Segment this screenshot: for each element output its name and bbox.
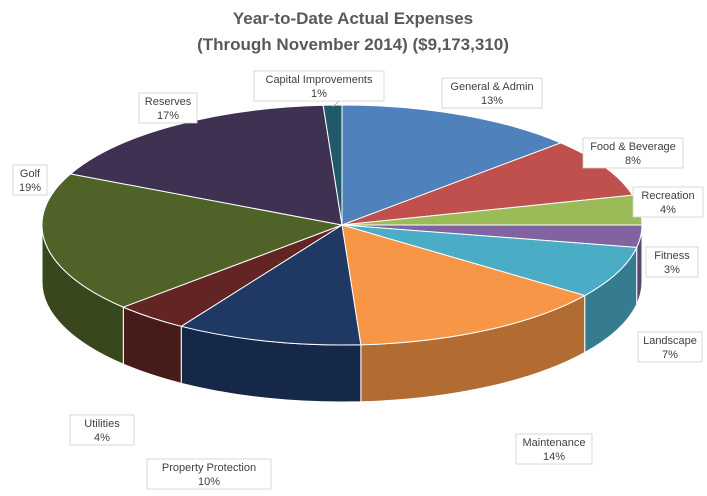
data-label-pct-general-and-admin: 13% xyxy=(481,95,503,107)
chart-subtitle: (Through November 2014) ($9,173,310) xyxy=(197,35,509,54)
data-label-pct-fitness: 3% xyxy=(664,264,680,276)
data-label-name-landscape: Landscape xyxy=(643,335,697,347)
data-label-box-food-and-beverage xyxy=(582,137,684,169)
leader-line-capital-improvements xyxy=(332,100,340,108)
pie-top-group xyxy=(41,104,643,346)
data-label-name-maintenance: Maintenance xyxy=(523,437,586,449)
data-label-pct-maintenance: 14% xyxy=(543,451,565,463)
data-label-name-golf: Golf xyxy=(20,168,41,180)
data-label-name-utilities: Utilities xyxy=(84,418,120,430)
data-label-box-landscape xyxy=(637,331,703,363)
data-label-name-recreation: Recreation xyxy=(641,190,694,202)
data-label-box-recreation xyxy=(632,186,704,218)
data-labels-group: General & Admin 13% Food & Beverage 8% Recre… xyxy=(12,70,704,490)
data-label-name-food-and-beverage: Food & Beverage xyxy=(590,141,676,153)
data-label-pct-reserves: 17% xyxy=(157,110,179,122)
chart-title: Year-to-Date Actual Expenses xyxy=(233,9,473,28)
data-label-box-golf xyxy=(12,164,48,196)
data-label-box-reserves xyxy=(138,92,198,124)
data-label-box-utilities xyxy=(69,414,135,446)
data-label-name-reserves: Reserves xyxy=(145,96,192,108)
data-label-box-maintenance xyxy=(515,433,593,465)
data-label-pct-property-protection: 10% xyxy=(198,476,220,488)
slice-general-and-admin xyxy=(341,104,563,226)
data-label-box-capital-improvements xyxy=(253,70,385,102)
leader-lines-group xyxy=(332,100,340,108)
data-label-pct-golf: 19% xyxy=(19,182,41,194)
slice-capital-improvements xyxy=(322,104,343,226)
data-label-name-property-protection: Property Protection xyxy=(162,462,256,474)
data-label-name-capital-improvements: Capital Improvements xyxy=(266,74,373,86)
data-label-pct-capital-improvements: 1% xyxy=(311,88,327,100)
data-label-box-general-and-admin xyxy=(441,77,543,109)
data-label-pct-landscape: 7% xyxy=(662,349,678,361)
data-label-pct-utilities: 4% xyxy=(94,432,110,444)
data-label-box-property-protection xyxy=(146,458,272,490)
slice-maintenance xyxy=(341,224,587,346)
data-label-pct-recreation: 4% xyxy=(660,204,676,216)
data-label-box-fitness xyxy=(645,246,699,278)
slice-golf xyxy=(41,173,344,308)
data-label-name-general-and-admin: General & Admin xyxy=(450,81,533,93)
slice-reserves xyxy=(69,104,343,226)
data-label-name-fitness: Fitness xyxy=(654,250,690,262)
data-label-pct-food-and-beverage: 8% xyxy=(625,155,641,167)
pie-side-group xyxy=(41,224,643,403)
slice-landscape xyxy=(341,224,638,297)
slice-property-protection xyxy=(179,224,362,346)
